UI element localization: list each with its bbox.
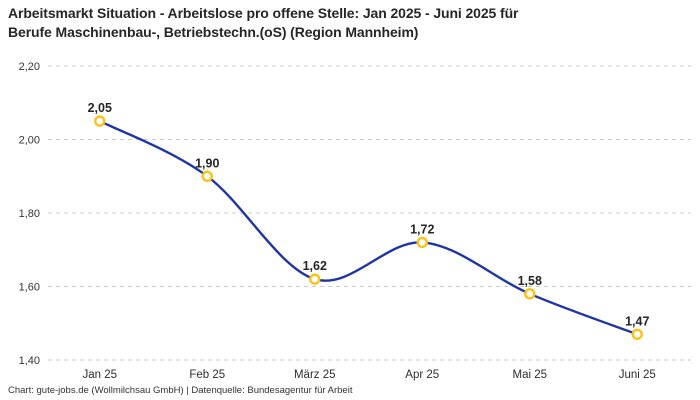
y-axis-tick-label: 1,80 xyxy=(19,208,40,220)
y-axis-tick-label: 1,60 xyxy=(19,282,40,294)
data-point-label: 1,47 xyxy=(625,314,649,328)
data-point-marker xyxy=(631,328,643,340)
data-point-label: 1,62 xyxy=(303,259,327,273)
chart-title-line2: Berufe Maschinenbau-, Betriebstechn.(oS)… xyxy=(8,24,419,40)
data-point-label: 1,58 xyxy=(518,274,542,288)
y-axis-tick-label: 1,40 xyxy=(19,355,40,367)
y-axis-tick-label: 2,00 xyxy=(19,135,40,147)
data-series-line xyxy=(98,119,639,336)
data-point-label: 2,05 xyxy=(88,101,112,115)
data-point-label: 1,90 xyxy=(195,156,219,170)
x-axis-tick-label: Feb 25 xyxy=(189,369,225,381)
data-point-marker xyxy=(94,115,106,127)
data-point-marker xyxy=(416,236,428,249)
x-axis-tick-label: Mai 25 xyxy=(512,369,547,381)
x-axis-tick-label: März 25 xyxy=(294,369,336,381)
x-axis-tick-label: Jan 25 xyxy=(82,369,117,381)
y-axis-tick-label: 2,20 xyxy=(19,61,40,73)
x-axis-tick-label: Apr 25 xyxy=(405,369,439,381)
data-point-marker xyxy=(201,170,213,182)
data-point-label: 1,72 xyxy=(410,222,434,236)
x-axis-tick-label: Juni 25 xyxy=(619,369,656,381)
data-point-marker xyxy=(524,288,536,300)
chart-title-line1: Arbeitsmarkt Situation - Arbeitslose pro… xyxy=(8,5,519,21)
data-point-marker xyxy=(309,273,321,285)
chart-title: Arbeitsmarkt Situation - Arbeitslose pro… xyxy=(8,4,696,42)
chart-footer: Chart: gute-jobs.de (Wollmilchsau GmbH) … xyxy=(8,385,353,396)
